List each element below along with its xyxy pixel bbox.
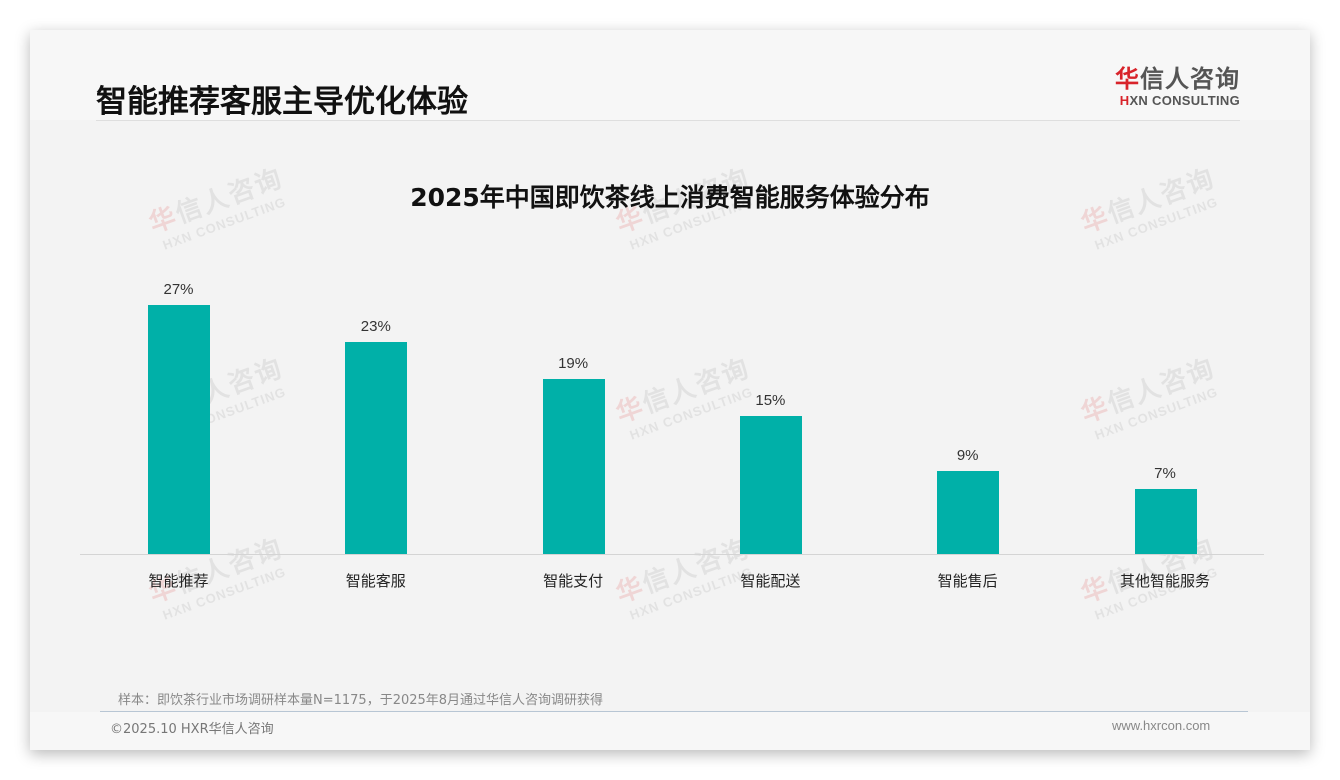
bar-group: 27% bbox=[80, 260, 277, 560]
x-axis-category-label: 智能配送 bbox=[740, 572, 801, 590]
x-axis-category-label: 智能客服 bbox=[345, 572, 406, 590]
logo-cn-red-char: 华 bbox=[1115, 65, 1140, 93]
bar-value-label: 23% bbox=[360, 317, 391, 335]
header-divider bbox=[96, 120, 1240, 121]
bar[interactable] bbox=[937, 471, 1000, 554]
bar-value-label: 27% bbox=[163, 281, 194, 298]
x-axis-category-label: 智能推荐 bbox=[148, 572, 209, 590]
header-band bbox=[30, 30, 1310, 120]
bar[interactable] bbox=[542, 378, 605, 554]
footer-band bbox=[30, 712, 1310, 750]
footer-divider bbox=[100, 711, 1248, 712]
page-title: 智能推荐客服主导优化体验 bbox=[96, 84, 468, 120]
bar[interactable] bbox=[1134, 489, 1197, 554]
bar-group: 23% bbox=[277, 260, 474, 560]
logo-chinese: 华信人咨询 bbox=[1110, 65, 1240, 93]
brand-logo: 华信人咨询 HXN CONSULTING bbox=[1110, 65, 1240, 109]
x-axis-category-label: 智能售后 bbox=[937, 572, 998, 590]
bar[interactable] bbox=[345, 341, 408, 554]
logo-en-red-char: H bbox=[1119, 93, 1130, 108]
bar-value-label: 19% bbox=[558, 354, 589, 372]
source-note: 样本：即饮茶行业市场调研样本量N=1175，于2025年8月通过华信人咨询调研获… bbox=[118, 693, 604, 708]
logo-english: HXN CONSULTING bbox=[1110, 93, 1240, 109]
website-link[interactable]: www.hxrcon.com bbox=[1112, 718, 1211, 733]
x-axis-category-label: 智能支付 bbox=[543, 572, 604, 590]
bar-group: 9% bbox=[869, 260, 1066, 560]
chart-title: 2025年中国即饮茶线上消费智能服务体验分布 bbox=[410, 183, 930, 212]
bar-value-label: 7% bbox=[1154, 465, 1176, 483]
copyright-text: ©2025.10 HXR华信人咨询 bbox=[110, 722, 274, 737]
bar-group: 19% bbox=[475, 260, 672, 560]
logo-en-text: XN CONSULTING bbox=[1129, 93, 1240, 108]
bar-value-label: 15% bbox=[755, 391, 786, 409]
bar-group: 7% bbox=[1067, 260, 1264, 560]
bar-chart: 27% 智能推荐 23% 智能客服 19% 智能支付 15% 智能配送 9% 智能售后 7% 其他智能… bbox=[80, 260, 1264, 590]
bar[interactable] bbox=[148, 305, 210, 554]
bar-group: 15% bbox=[672, 260, 869, 560]
logo-cn-text: 信人咨询 bbox=[1140, 65, 1240, 93]
bar[interactable] bbox=[739, 415, 802, 554]
bar-value-label: 9% bbox=[956, 447, 979, 464]
x-axis-category-label: 其他智能服务 bbox=[1119, 572, 1210, 590]
x-axis-baseline bbox=[80, 554, 1264, 555]
